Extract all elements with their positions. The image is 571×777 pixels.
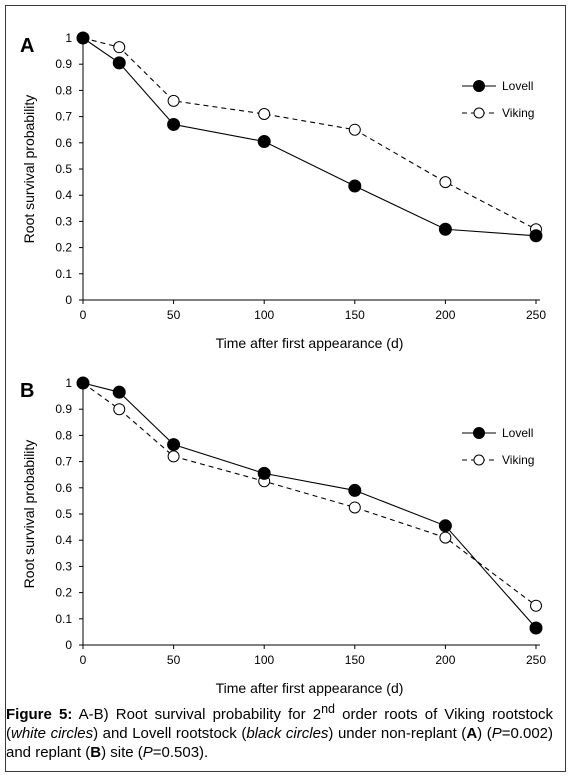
series-line-lovell <box>82 37 537 237</box>
caption-italic: P <box>491 725 502 742</box>
caption-text: =0.503). <box>152 744 209 761</box>
y-tick-label: 0 <box>65 638 72 652</box>
series-line-viking <box>82 37 537 230</box>
caption-figure-label: Figure 5: <box>6 706 73 723</box>
x-tick-label: 150 <box>345 308 365 322</box>
data-point-lovell <box>257 134 271 148</box>
y-tick-label: 0.2 <box>55 586 72 600</box>
y-tick-label: 0.3 <box>55 559 72 573</box>
x-tick-label: 50 <box>167 308 181 322</box>
figure-caption: Figure 5: A-B) Root survival probability… <box>6 700 553 762</box>
figure-frame <box>5 5 566 772</box>
data-point-lovell <box>76 376 90 390</box>
y-tick-label: 1 <box>65 376 72 390</box>
data-point-lovell <box>438 222 452 236</box>
y-tick-label: 0.7 <box>55 110 72 124</box>
y-tick-label: 0.1 <box>55 612 72 626</box>
data-point-viking <box>348 501 361 514</box>
data-point-lovell <box>257 466 271 480</box>
caption-text: A-B) Root survival probability for 2 <box>72 706 322 723</box>
y-tick-label: 0.4 <box>55 533 72 547</box>
legend-marker-viking <box>473 454 485 466</box>
legend-marker-viking <box>473 107 485 119</box>
x-tick-label: 0 <box>80 653 87 667</box>
y-tick-label: 0.5 <box>55 162 72 176</box>
y-axis-title: Root survival probability <box>21 95 37 244</box>
data-point-viking <box>530 599 542 612</box>
series-line-lovell <box>82 382 537 629</box>
data-point-lovell <box>112 385 126 399</box>
legend-marker-lovell <box>473 80 485 92</box>
x-tick-label: 250 <box>526 653 546 667</box>
data-point-lovell <box>76 31 90 45</box>
x-tick-label: 100 <box>254 308 274 322</box>
y-tick-label: 0.5 <box>55 507 72 521</box>
caption-text: ) and Lovell rootstock ( <box>93 725 247 742</box>
panel-label: A <box>20 35 34 57</box>
caption-italic: white circles <box>11 725 94 742</box>
data-point-lovell <box>348 483 362 497</box>
caption-text: ) site ( <box>101 744 143 761</box>
data-point-lovell <box>438 519 452 533</box>
x-tick-label: 50 <box>167 653 181 667</box>
data-point-lovell <box>348 179 362 193</box>
caption-bold: A <box>466 725 478 742</box>
data-point-lovell <box>167 117 181 131</box>
panel-label: B <box>20 380 34 402</box>
data-point-viking <box>258 107 271 120</box>
x-tick-label: 150 <box>345 653 365 667</box>
caption-text: =0.002) and replant ( <box>6 725 554 761</box>
data-point-lovell <box>167 438 181 452</box>
y-tick-label: 0.9 <box>55 57 72 71</box>
y-tick-label: 0.2 <box>55 241 72 255</box>
y-tick-label: 1 <box>65 31 72 45</box>
series-line-viking <box>82 382 537 607</box>
data-point-viking <box>439 531 452 544</box>
legend-label-viking: Viking <box>502 106 534 120</box>
data-point-viking <box>348 123 361 136</box>
caption-superscript: nd <box>321 702 335 716</box>
y-tick-label: 0.1 <box>55 267 72 281</box>
x-axis-title: Time after first appearance (d) <box>216 680 404 696</box>
caption-italic: P <box>142 744 153 761</box>
legend-label-lovell: Lovell <box>502 79 533 93</box>
y-tick-label: 0.6 <box>55 136 72 150</box>
y-tick-label: 0.3 <box>55 214 72 228</box>
data-point-lovell <box>529 229 543 243</box>
legend-label-viking: Viking <box>502 453 534 467</box>
x-tick-label: 250 <box>526 308 546 322</box>
caption-text: ) ( <box>477 725 492 742</box>
y-tick-label: 0.4 <box>55 188 72 202</box>
y-tick-label: 0.9 <box>55 402 72 416</box>
data-point-lovell <box>529 621 543 635</box>
x-axis-title: Time after first appearance (d) <box>216 335 404 351</box>
legend-label-lovell: Lovell <box>502 426 533 440</box>
x-tick-label: 0 <box>80 308 87 322</box>
data-point-viking <box>167 94 180 107</box>
caption-text: order roots of Viking rootstock ( <box>6 706 553 742</box>
legend-marker-lovell <box>473 427 485 439</box>
data-point-viking <box>113 41 126 54</box>
y-tick-label: 0.7 <box>55 455 72 469</box>
y-tick-label: 0.8 <box>55 83 72 97</box>
caption-text: ) under non-replant ( <box>328 725 467 742</box>
data-point-viking <box>167 450 180 463</box>
x-tick-label: 200 <box>435 308 455 322</box>
y-tick-label: 0.8 <box>55 428 72 442</box>
caption-italic: black circles <box>246 725 329 742</box>
data-point-viking <box>113 403 126 416</box>
data-point-viking <box>439 176 452 189</box>
x-tick-label: 100 <box>254 653 274 667</box>
y-tick-label: 0 <box>65 293 72 307</box>
data-point-lovell <box>112 56 126 70</box>
y-tick-label: 0.6 <box>55 481 72 495</box>
y-axis-title: Root survival probability <box>21 440 37 589</box>
caption-bold: B <box>90 744 102 761</box>
x-tick-label: 200 <box>435 653 455 667</box>
